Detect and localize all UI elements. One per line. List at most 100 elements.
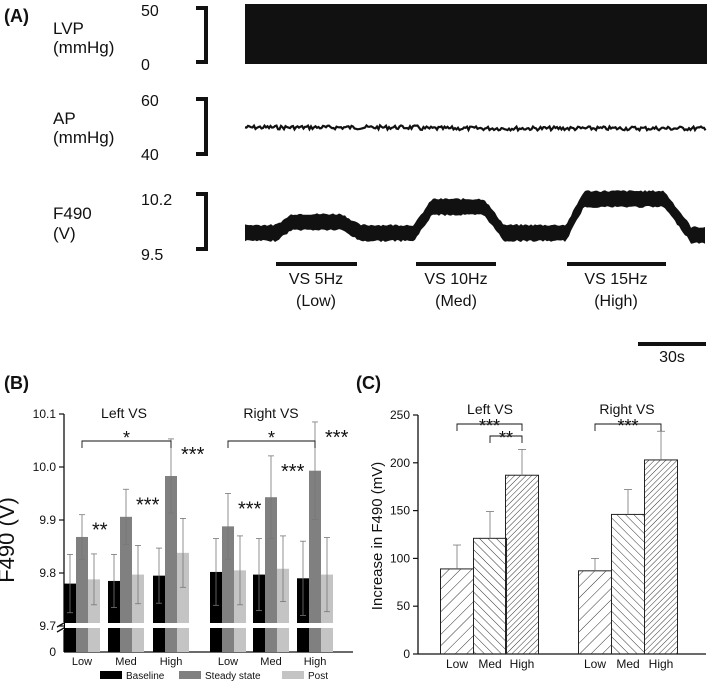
lvp-trace: [245, 4, 707, 64]
panel-b-y-tick-label: 10.1: [33, 407, 57, 421]
stim-high-label: VS 15Hz: [584, 271, 647, 288]
panel-c-bar-low: [440, 568, 474, 655]
panel-b-bar-baseline: [210, 571, 222, 652]
panel-b-significance-marker: ***: [136, 494, 160, 516]
time-scale-bar: [638, 342, 706, 346]
panel-c-x-tick-label: Low: [446, 657, 468, 671]
panel-b-bar-baseline: [253, 574, 265, 652]
stim-bar-med: [416, 262, 496, 266]
panel-b: (B) F490 (V) 9.79.89.910.010.10*********…: [0, 373, 354, 681]
panel-a-label: (A): [4, 6, 29, 26]
panel-b-y-tick-label: 9.9: [39, 513, 56, 527]
panel-b-y-tick-label: 10.0: [33, 460, 57, 474]
stim-med-label: VS 10Hz: [424, 271, 487, 288]
panel-b-legend-label-1: Steady state: [205, 671, 261, 681]
f490-trace: [245, 190, 705, 244]
panel-b-bar-steady-state: [120, 516, 132, 652]
panel-b-y-tick-label: 9.7: [39, 619, 56, 633]
panel-c-comparison-bracket: [456, 423, 523, 431]
panel-c-bracket-marker: ***: [617, 416, 638, 436]
panel-b-bar-post: [321, 574, 333, 652]
panel-c: (C) Increase in F490 (mV) 0 50 100 150 200 25…: [356, 373, 706, 671]
panel-c-bar-low: [578, 570, 612, 655]
panel-b-x-tick-label: Low: [218, 656, 238, 668]
panel-c-comparison-bracket: [594, 423, 662, 431]
panel-b-x-tick-label: High: [304, 656, 327, 668]
panel-c-y-tick-label: 0: [403, 647, 410, 661]
panel-b-x-tick-label: Med: [260, 656, 281, 668]
panel-c-bar-med: [473, 537, 507, 655]
panel-b-label: (B): [4, 373, 29, 393]
stim-bar-low: [276, 262, 357, 266]
panel-b-significance-marker: ***: [281, 461, 305, 483]
time-scale-label: 30s: [659, 349, 685, 366]
panel-b-bar-steady-state: [222, 526, 234, 652]
panel-b-bar-post: [234, 570, 246, 652]
lvp-unit: (mmHg): [53, 38, 114, 57]
panel-b-bar-break-gap-overlay: [65, 623, 354, 628]
f490-scale-bracket: [196, 192, 208, 251]
f490-label: F490: [53, 204, 92, 223]
panel-b-legend-swatch-2: [282, 671, 304, 679]
panel-b-bar-steady-state: [309, 470, 321, 652]
panel-c-y-tick-label: 200: [390, 456, 410, 470]
panel-b-bar-steady-state: [265, 497, 277, 652]
panel-c-y-axis-title: Increase in F490 (mV): [369, 462, 386, 610]
panel-c-x-tick-label: Med: [616, 657, 639, 671]
ap-unit: (mmHg): [53, 128, 114, 147]
ap-bottom-value: 40: [141, 147, 159, 164]
panel-b-bracket-marker: *: [123, 428, 130, 448]
panel-b-bar-post: [277, 568, 289, 652]
panel-b-bar-baseline: [153, 575, 165, 652]
panel-c-bracket-marker: ***: [479, 416, 500, 436]
ap-scale-bracket: [196, 97, 208, 156]
panel-b-bar-steady-state: [165, 476, 177, 652]
panel-c-comparison-bracket: [489, 435, 523, 443]
lvp-top-value: 50: [141, 3, 159, 20]
panel-c-bar-high: [644, 459, 678, 655]
panel-b-x-tick-label: Med: [115, 656, 136, 668]
f490-bottom-value: 9.5: [141, 247, 163, 264]
stim-bar-high: [567, 262, 666, 266]
panel-c-x-tick-label: Med: [478, 657, 501, 671]
stim-med-level: (Med): [435, 293, 477, 310]
panel-b-significance-marker: ***: [238, 499, 262, 521]
panel-c-bar-high: [505, 474, 539, 655]
panel-b-y-tick-label-zero: 0: [49, 645, 56, 659]
panel-c-x-tick-label: High: [649, 657, 674, 671]
panel-c-bar-med: [611, 513, 645, 655]
panel-b-x-tick-label: Low: [72, 656, 92, 668]
panel-c-x-tick-label: Low: [584, 657, 606, 671]
panel-c-label: (C): [356, 373, 381, 393]
panel-b-legend-swatch-0: [100, 671, 122, 679]
lvp-label: LVP: [53, 19, 84, 38]
panel-b-bar-baseline: [108, 580, 120, 652]
lvp-scale-bracket: [196, 6, 208, 64]
panel-b-group-title-right: Right VS: [243, 405, 298, 421]
panel-b-legend-swatch-1: [179, 671, 201, 679]
panel-c-y-tick-label: 250: [390, 408, 410, 422]
panel-c-y-tick-label: 150: [390, 504, 410, 518]
panel-b-comparison-bracket: [81, 440, 172, 448]
panel-b-bar-post: [132, 574, 144, 652]
panel-b-group-title-left: Left VS: [101, 405, 147, 421]
panel-b-bar-baseline: [64, 583, 76, 652]
panel-b-bracket-marker: *: [268, 428, 275, 448]
ap-label: AP: [53, 109, 76, 128]
panel-b-y-tick-label: 9.8: [39, 566, 56, 580]
panel-b-bar-post: [88, 579, 100, 652]
panel-b-significance-marker: ***: [181, 444, 205, 466]
stim-high-level: (High): [594, 293, 638, 310]
panel-b-legend-label-2: Post: [308, 671, 328, 681]
panel-b-legend-label-0: Baseline: [126, 671, 165, 681]
panel-b-x-tick-label: High: [160, 656, 183, 668]
stim-low-level: (Low): [296, 293, 336, 310]
panel-c-group-title-left: Left VS: [467, 401, 513, 417]
panel-b-comparison-bracket: [227, 440, 316, 448]
lvp-bottom-value: 0: [141, 57, 150, 74]
ap-top-value: 60: [141, 93, 159, 110]
panel-c-y-tick-label: 100: [390, 551, 410, 565]
panel-c-x-tick-label: High: [510, 657, 535, 671]
ap-trace: [244, 123, 707, 133]
